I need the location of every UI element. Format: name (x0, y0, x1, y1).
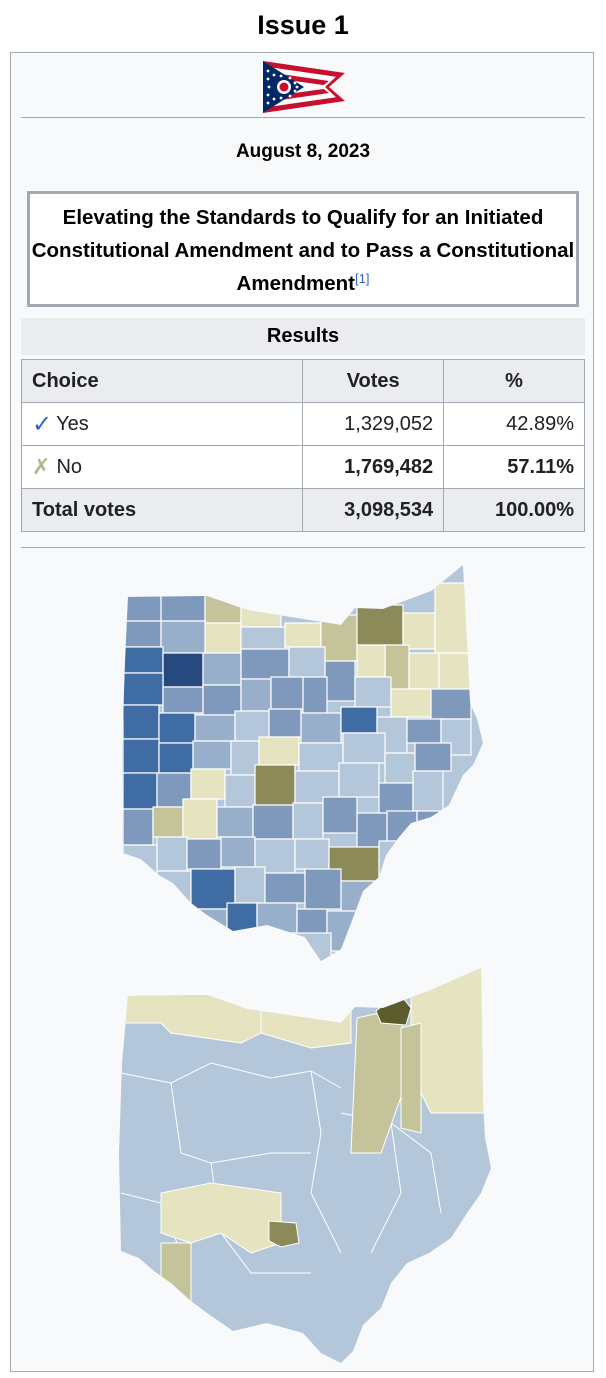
ballot-question: Elevating the Standards to Qualify for a… (27, 191, 579, 307)
choice-cell: ✗ No (20, 445, 304, 489)
table-header-row: Choice Votes % (20, 359, 585, 403)
total-label: Total votes (20, 488, 304, 532)
results-heading: Results (21, 318, 585, 355)
choice-cell: ✓ Yes (20, 402, 304, 446)
column-header-votes: Votes (302, 359, 445, 403)
citation-link[interactable]: [1] (355, 271, 370, 286)
total-votes: 3,098,534 (302, 488, 445, 532)
district-map (119, 968, 491, 1363)
column-header-percent: % (443, 359, 585, 403)
ohio-flag-image[interactable] (263, 61, 345, 113)
divider (21, 547, 585, 548)
total-row: Total votes 3,098,534 100.00% (20, 488, 585, 532)
result-maps (119, 565, 491, 1363)
votes-cell: 1,769,482 (302, 445, 445, 489)
percent-cell: 42.89% (443, 402, 585, 446)
cross-icon: ✗ (32, 454, 51, 479)
column-header-choice: Choice (20, 359, 304, 403)
results-table: Choice Votes % ✓ Yes 1,329,052 42.89% ✗ No… (20, 359, 585, 532)
choice-label: No (56, 456, 83, 478)
choice-label: Yes (56, 412, 89, 435)
divider (21, 117, 585, 118)
question-text: Elevating the Standards to Qualify for a… (31, 206, 575, 295)
total-percent: 100.00% (443, 488, 585, 532)
infobox: August 8, 2023 Elevating the Standards t… (10, 52, 594, 1372)
percent-cell: 57.11% (443, 445, 585, 489)
infobox-title: Issue 1 (257, 10, 349, 40)
table-row: ✗ No 1,769,482 57.11% (20, 445, 585, 489)
election-date: August 8, 2023 (235, 141, 371, 162)
maps-area (11, 553, 595, 1373)
table-row: ✓ Yes 1,329,052 42.89% (20, 402, 585, 446)
check-icon: ✓ (32, 410, 53, 438)
votes-cell: 1,329,052 (302, 402, 445, 446)
county-map (122, 565, 483, 961)
